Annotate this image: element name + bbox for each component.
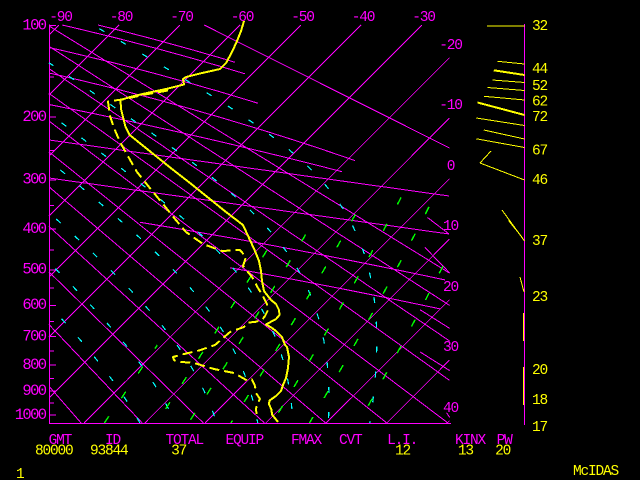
svg-text:200: 200 <box>22 108 46 126</box>
svg-text:-70: -70 <box>170 10 193 26</box>
svg-text:700: 700 <box>22 328 46 346</box>
svg-text:GMT: GMT <box>49 433 73 449</box>
svg-text:30: 30 <box>443 340 459 356</box>
svg-text:40: 40 <box>443 401 459 417</box>
svg-text:CVT: CVT <box>339 433 363 449</box>
svg-text:ID: ID <box>105 433 121 449</box>
svg-text:-20: -20 <box>439 38 462 54</box>
svg-text:20: 20 <box>532 363 548 379</box>
svg-text:67: 67 <box>532 144 548 160</box>
svg-text:FMAX: FMAX <box>291 433 323 449</box>
svg-text:-40: -40 <box>352 10 375 26</box>
svg-text:-50: -50 <box>291 10 314 26</box>
svg-text:0: 0 <box>447 159 455 175</box>
svg-text:10: 10 <box>443 219 459 235</box>
svg-text:32: 32 <box>532 19 548 35</box>
svg-text:500: 500 <box>22 261 46 279</box>
svg-text:13: 13 <box>458 444 474 460</box>
svg-text:1: 1 <box>16 467 24 480</box>
svg-text:KINX: KINX <box>455 433 487 449</box>
svg-text:37: 37 <box>532 234 548 250</box>
svg-text:EQUIP: EQUIP <box>225 433 263 449</box>
svg-text:McIDAS: McIDAS <box>573 464 619 480</box>
svg-text:20: 20 <box>443 280 459 296</box>
svg-text:62: 62 <box>532 95 548 111</box>
svg-text:-80: -80 <box>110 10 133 26</box>
svg-text:-90: -90 <box>49 10 72 26</box>
svg-text:72: 72 <box>532 110 548 126</box>
svg-text:800: 800 <box>22 356 46 374</box>
svg-text:46: 46 <box>532 173 548 189</box>
svg-text:100: 100 <box>22 16 46 34</box>
svg-text:17: 17 <box>532 420 548 436</box>
svg-text:93844: 93844 <box>90 444 128 460</box>
svg-text:1000: 1000 <box>15 406 47 424</box>
svg-text:400: 400 <box>22 220 46 238</box>
svg-text:PW: PW <box>497 433 514 449</box>
svg-text:L.I.: L.I. <box>387 433 417 449</box>
svg-text:-30: -30 <box>412 10 435 26</box>
svg-text:900: 900 <box>22 382 46 400</box>
svg-text:18: 18 <box>532 393 548 409</box>
svg-text:52: 52 <box>532 79 548 95</box>
svg-text:-60: -60 <box>231 10 254 26</box>
svg-text:44: 44 <box>532 62 548 78</box>
svg-text:23: 23 <box>532 290 548 306</box>
svg-text:12: 12 <box>395 444 411 460</box>
svg-text:37: 37 <box>171 444 187 460</box>
svg-text:600: 600 <box>22 296 46 314</box>
svg-text:20: 20 <box>495 444 511 460</box>
svg-text:-10: -10 <box>439 98 462 114</box>
svg-text:300: 300 <box>22 171 46 189</box>
svg-text:80000: 80000 <box>35 444 73 460</box>
svg-text:TOTAL: TOTAL <box>165 433 203 449</box>
